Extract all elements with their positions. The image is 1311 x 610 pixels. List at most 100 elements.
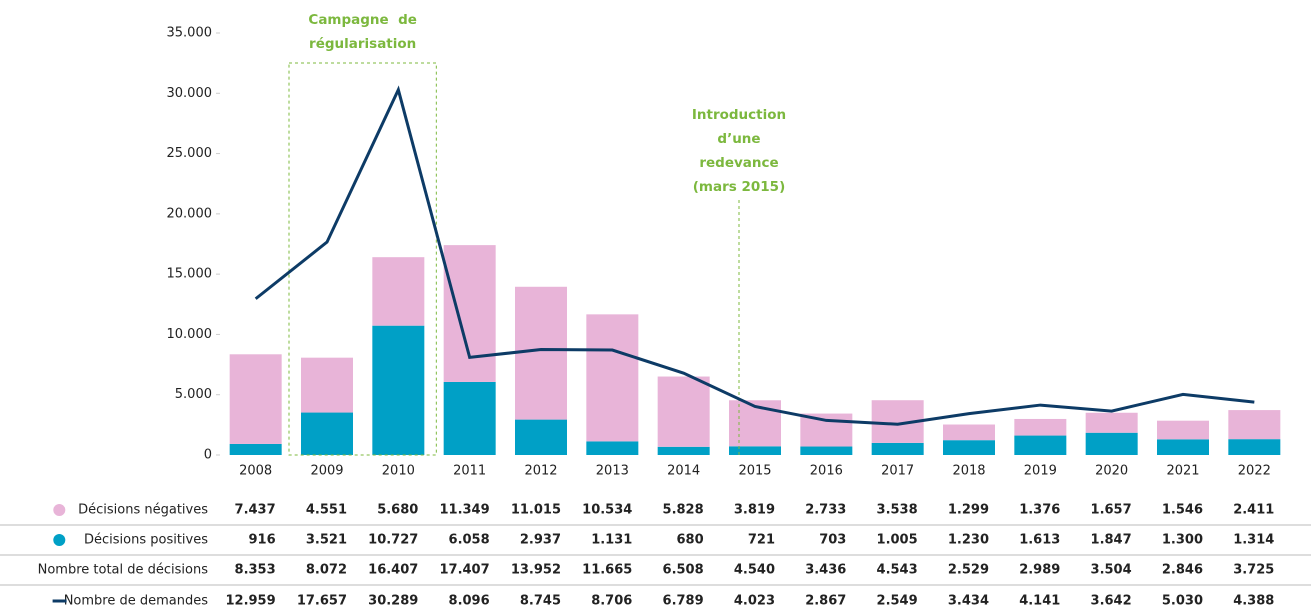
annotation: régularisation — [309, 36, 416, 52]
table-value: 4.141 — [1019, 594, 1060, 609]
table-value: 1.314 — [1233, 533, 1274, 548]
table-value: 1.847 — [1091, 533, 1132, 548]
table-value: 2.549 — [877, 594, 918, 609]
table-value: 12.959 — [225, 594, 275, 609]
x-tick-label: 2020 — [1095, 464, 1128, 479]
line — [254, 85, 1255, 426]
table-value: 5.680 — [377, 503, 418, 518]
table-value: 4.551 — [306, 503, 347, 518]
table-value: 4.543 — [877, 563, 918, 578]
bar — [800, 413, 853, 447]
table-value: 17.657 — [297, 594, 347, 609]
table-value: 11.015 — [511, 503, 561, 518]
bar — [443, 245, 496, 382]
bar — [443, 381, 496, 455]
table-value: 8.706 — [591, 594, 632, 609]
table-value: 10.534 — [582, 503, 632, 518]
table-value: 16.407 — [368, 563, 418, 578]
y-tick-label: 0 — [204, 448, 212, 463]
table-value: 3.436 — [805, 563, 846, 578]
table-value: 3.521 — [306, 533, 347, 548]
table-value: 11.349 — [439, 503, 489, 518]
y-tick-label: 30.000 — [167, 86, 213, 101]
table-value: 4.540 — [734, 563, 775, 578]
legend-marker — [53, 504, 66, 516]
bar — [586, 441, 639, 455]
bar — [729, 446, 781, 455]
bar — [372, 325, 425, 455]
bar — [800, 446, 853, 455]
table-value: 1.300 — [1162, 533, 1203, 548]
bar — [943, 424, 995, 441]
y-tick-label: 10.000 — [167, 327, 213, 342]
table-value: 3.819 — [734, 503, 775, 518]
annotation: redevance — [699, 155, 778, 171]
table-value: 3.725 — [1233, 563, 1274, 578]
table-value: 2.411 — [1233, 503, 1274, 518]
legend-marker — [53, 534, 66, 546]
legend-label: Nombre total de décisions — [38, 563, 209, 578]
bar — [1014, 435, 1067, 455]
table-value: 8.096 — [449, 594, 490, 609]
table-value: 2.529 — [948, 563, 989, 578]
x-tick-label: 2010 — [382, 464, 415, 479]
x-tick-label: 2022 — [1238, 464, 1271, 479]
table-value: 3.538 — [877, 503, 918, 518]
bar — [1228, 439, 1281, 455]
x-tick-label: 2014 — [667, 464, 700, 479]
table-value: 5.030 — [1162, 594, 1203, 609]
table-value: 17.407 — [439, 563, 489, 578]
annotation: d’une — [717, 131, 760, 147]
table-value: 4.023 — [734, 594, 775, 609]
table-value: 2.846 — [1162, 563, 1203, 578]
bar — [301, 412, 353, 455]
bar — [871, 442, 924, 455]
table-value: 703 — [819, 533, 846, 548]
table-value: 2.733 — [805, 503, 846, 518]
x-tick-label: 2015 — [738, 464, 771, 479]
y-tick-label: 35.000 — [167, 26, 213, 41]
x-tick-label: 2013 — [596, 464, 629, 479]
table-value: 3.504 — [1091, 563, 1132, 578]
table-value: 1.546 — [1162, 503, 1203, 518]
bar — [1014, 418, 1067, 436]
x-tick-label: 2018 — [952, 464, 985, 479]
table-value: 13.952 — [511, 563, 561, 578]
table-value: 680 — [677, 533, 704, 548]
y-tick-label: 15.000 — [167, 267, 213, 282]
table-value: 1.131 — [591, 533, 632, 548]
bar — [1157, 439, 1209, 455]
table-value: 3.642 — [1091, 594, 1132, 609]
x-tick-label: 2017 — [881, 464, 914, 479]
bar — [515, 286, 567, 420]
bar — [943, 440, 995, 455]
y-tick-label: 5.000 — [175, 387, 212, 402]
table-value: 6.789 — [663, 594, 704, 609]
x-tick-label: 2008 — [239, 464, 272, 479]
table-value: 6.508 — [663, 563, 704, 578]
bar — [1228, 410, 1281, 440]
table-value: 1.376 — [1019, 503, 1060, 518]
bar — [1085, 432, 1138, 455]
table-value: 8.353 — [235, 563, 276, 578]
x-tick-label: 2009 — [310, 464, 343, 479]
table-value: 30.289 — [368, 594, 418, 609]
table-value: 6.058 — [449, 533, 490, 548]
legend-label: Décisions positives — [84, 533, 208, 548]
bar — [1085, 412, 1138, 433]
bar — [372, 257, 425, 326]
x-tick-label: 2016 — [810, 464, 843, 479]
table-value: 2.937 — [520, 533, 561, 548]
table-value: 8.745 — [520, 594, 561, 609]
table-value: 4.388 — [1233, 594, 1274, 609]
bar — [515, 419, 567, 455]
annotation-box — [288, 62, 437, 456]
bar — [657, 376, 710, 447]
table-value: 10.727 — [368, 533, 418, 548]
annotation: Campagne de — [308, 12, 417, 28]
bar — [657, 446, 710, 455]
table-value: 1.230 — [948, 533, 989, 548]
table-value: 721 — [748, 533, 775, 548]
bar — [229, 443, 282, 455]
